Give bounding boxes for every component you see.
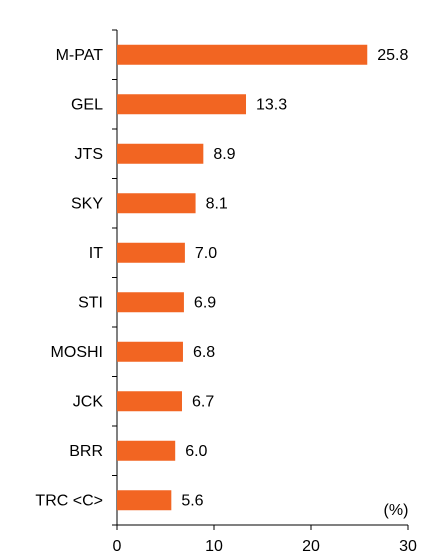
y-tick-label: BRR	[69, 443, 103, 460]
value-label: 13.3	[256, 96, 287, 113]
bar	[117, 440, 176, 461]
bar	[117, 292, 184, 313]
x-tick-label: 10	[205, 538, 223, 555]
value-label: 6.8	[193, 344, 215, 361]
value-label: 7.0	[195, 245, 217, 262]
axis-unit-label: (%)	[384, 502, 409, 519]
value-label: 5.6	[181, 492, 203, 509]
value-label: 8.1	[206, 195, 228, 212]
bar	[117, 143, 204, 164]
value-label: 6.9	[194, 294, 216, 311]
bar	[117, 44, 368, 65]
x-tick-label: 0	[113, 538, 122, 555]
value-label: 25.8	[377, 47, 408, 64]
bar	[117, 490, 172, 511]
y-tick-label: IT	[89, 245, 103, 262]
y-tick-label: SKY	[71, 195, 103, 212]
x-tick-label: 30	[399, 538, 417, 555]
bar	[117, 341, 183, 362]
value-label: 8.9	[213, 146, 235, 163]
y-tick-label: M-PAT	[56, 47, 104, 64]
y-tick-label: JTS	[75, 146, 103, 163]
x-tick-label: 20	[302, 538, 320, 555]
bar	[117, 94, 247, 115]
value-label: 6.0	[185, 443, 207, 460]
y-tick-label: TRC <C>	[35, 492, 103, 509]
bar	[117, 391, 182, 412]
value-label: 6.7	[192, 393, 214, 410]
y-tick-label: GEL	[71, 96, 103, 113]
y-tick-label: STI	[78, 294, 103, 311]
y-tick-label: MOSHI	[51, 344, 103, 361]
bar	[117, 242, 185, 263]
y-tick-label: JCK	[73, 393, 104, 410]
bar	[117, 193, 196, 214]
